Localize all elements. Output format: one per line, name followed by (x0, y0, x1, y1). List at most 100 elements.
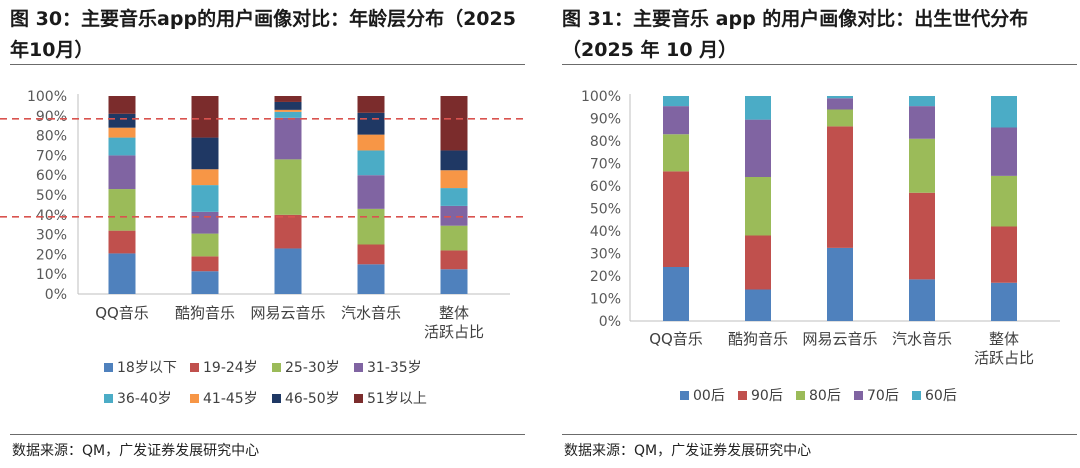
bar-segment (745, 289, 771, 321)
category-label: 酷狗音乐 (728, 330, 788, 348)
figure-title: 图 31：主要音乐 app 的用户画像对比：出生世代分布（2025 年 10 月… (562, 8, 1029, 61)
category-label: 汽水音乐 (341, 304, 401, 322)
bar-segment (663, 106, 689, 135)
bar-segment (440, 188, 468, 206)
legend-label: 46-50岁 (285, 391, 340, 407)
bar-segment (108, 253, 136, 294)
y-tick-label: 60% (590, 179, 621, 195)
bar-segment (357, 112, 385, 135)
y-tick-label: 20% (590, 269, 621, 285)
bar-segment (357, 150, 385, 176)
y-tick-label: 0% (45, 287, 67, 303)
bar-segment (440, 96, 468, 151)
legend-swatch (354, 394, 363, 403)
y-tick-label: 70% (36, 148, 67, 164)
bar-segment (909, 192, 935, 280)
category-label: 活跃占比 (424, 323, 484, 341)
bar-segment (191, 137, 219, 170)
bar-segment (357, 264, 385, 294)
legend-label: 51岁以上 (367, 391, 427, 407)
bar-segment (108, 137, 136, 156)
bar-segment (991, 226, 1017, 283)
legend-label: 36-40岁 (117, 391, 172, 407)
bar-segment (191, 211, 219, 234)
bar-segment (909, 96, 935, 107)
bar-segment (274, 214, 302, 249)
bar-segment (108, 189, 136, 231)
bar-segment (191, 233, 219, 257)
bar-segment (440, 269, 468, 294)
y-tick-label: 0% (599, 314, 621, 330)
bar-segment (357, 244, 385, 265)
bar-segment (440, 250, 468, 270)
bar-segment (357, 96, 385, 113)
bar-segment (191, 169, 219, 186)
bar-segment (663, 171, 689, 267)
bar-segment (440, 205, 468, 226)
bar-segment (827, 96, 853, 99)
legend-swatch (190, 363, 199, 372)
figure-31-panel: 图 31：主要音乐 app 的用户画像对比：出生世代分布（2025 年 10 月… (552, 0, 1080, 468)
legend-swatch (680, 391, 689, 400)
bar-segment (274, 96, 302, 102)
legend-swatch (796, 391, 805, 400)
footer-divider (562, 434, 1077, 435)
bar-segment (440, 150, 468, 171)
category-label: 酷狗音乐 (175, 304, 235, 322)
bar-segment (991, 282, 1017, 321)
legend-swatch (190, 394, 199, 403)
legend-swatch (104, 394, 113, 403)
bar-segment (909, 138, 935, 193)
bar-segment (745, 235, 771, 290)
bar-segment (991, 127, 1017, 176)
age-distribution-chart: 0% 10% 20% 30% 40% 50% 60% 70% 80% 90% 100% QQ音乐 酷狗音… (0, 89, 525, 407)
y-tick-label: 50% (590, 202, 621, 218)
y-tick-label: 90% (590, 112, 621, 128)
y-tick-label: 60% (36, 168, 67, 184)
legend-label: 90后 (751, 388, 783, 404)
legend-swatch (272, 363, 281, 372)
bar-segment (108, 113, 136, 128)
y-tick-label: 100% (27, 89, 67, 105)
bar-segment (191, 271, 219, 294)
bar-segment (745, 177, 771, 236)
generation-distribution-chart: 0% 10% 20% 30% 40% 50% 60% 70% 80% 90% 100% QQ音乐 酷狗音… (581, 89, 1060, 404)
y-tick-label: 50% (36, 188, 67, 204)
bar-segment (357, 134, 385, 151)
y-tick-label: 80% (590, 134, 621, 150)
legend-label: 31-35岁 (367, 360, 422, 376)
figure-title: 图 30：主要音乐app的用户画像对比：年龄层分布（2025年10月） (10, 8, 516, 61)
legend-label: 80后 (809, 388, 841, 404)
legend-swatch (354, 363, 363, 372)
bar-segment (827, 98, 853, 110)
bar-segment (274, 109, 302, 112)
title-divider (562, 64, 1077, 65)
bar-segment (663, 134, 689, 172)
y-tick-label: 10% (590, 292, 621, 308)
bar-segment (827, 126, 853, 248)
legend-swatch (104, 363, 113, 372)
bar-segment (108, 127, 136, 138)
category-label: QQ音乐 (95, 304, 149, 322)
bar-segment (991, 96, 1017, 128)
figure-30-panel: 图 30：主要音乐app的用户画像对比：年龄层分布（2025年10月） 0% 10… (0, 0, 528, 468)
bar-segment (440, 225, 468, 251)
bar-segment (191, 185, 219, 212)
y-tick-label: 20% (36, 247, 67, 263)
legend-label: 41-45岁 (203, 391, 258, 407)
bar-segment (909, 106, 935, 139)
category-label: 活跃占比 (974, 349, 1034, 367)
bar-segment (274, 111, 302, 118)
bar-segment (108, 155, 136, 190)
legend-swatch (272, 394, 281, 403)
legend-label: 00后 (693, 388, 725, 404)
legend-label: 60后 (925, 388, 957, 404)
legend-label: 70后 (867, 388, 899, 404)
bar-segment (357, 175, 385, 209)
bar-segment (274, 101, 302, 110)
y-tick-label: 40% (36, 208, 67, 224)
y-tick-label: 10% (36, 267, 67, 283)
bar-segment (440, 170, 468, 189)
bar-segment (191, 256, 219, 272)
bar-segment (108, 96, 136, 114)
